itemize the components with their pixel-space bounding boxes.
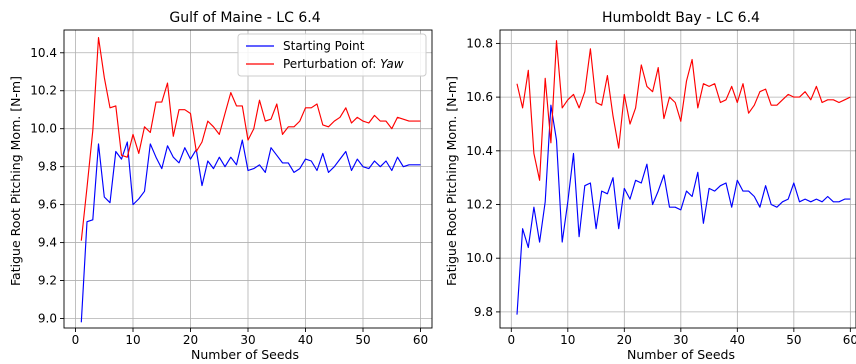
x-tick-label: 60 (843, 333, 856, 347)
x-tick-label: 60 (413, 333, 428, 347)
legend-label-perturbation: Perturbation of: Yaw (283, 57, 404, 71)
x-tick-label: 0 (507, 333, 515, 347)
x-tick-label: 40 (730, 333, 745, 347)
x-tick-label: 10 (560, 333, 575, 347)
x-axis-label: Number of Seeds (191, 347, 299, 362)
legend-label-perturbation-prefix: Perturbation of: (283, 57, 380, 71)
series-line (80, 139, 421, 323)
x-tick-label: 10 (125, 333, 140, 347)
x-tick-label: 50 (786, 333, 801, 347)
y-tick-label: 10.0 (30, 122, 57, 136)
y-tick-label: 10.0 (466, 251, 493, 265)
series-line (516, 104, 851, 315)
y-tick-label: 10.4 (30, 46, 57, 60)
x-tick-label: 20 (617, 333, 632, 347)
series-line (516, 40, 851, 181)
y-tick-label: 9.2 (38, 274, 57, 288)
x-tick-label: 50 (355, 333, 370, 347)
panel-gulf-of-maine: Gulf of Maine - LC 6.4 0 10 20 30 40 50 60 9.0 9… (8, 10, 433, 362)
axes-frame (499, 29, 856, 329)
panel-title: Humboldt Bay - LC 6.4 (602, 10, 760, 26)
panel-humboldt-bay: Humboldt Bay - LC 6.4 0 10 20 30 40 50 60 9.8 10… (444, 10, 856, 362)
y-tick-label: 10.2 (466, 198, 493, 212)
legend-frame (237, 33, 427, 77)
y-tick-label: 9.4 (38, 236, 57, 250)
y-tick-label: 9.0 (38, 312, 57, 326)
y-tick-label: 9.8 (474, 305, 493, 319)
legend: Starting Point Perturbation of: Yaw (237, 33, 427, 77)
y-tick-label: 10.6 (466, 90, 493, 104)
panel-title: Gulf of Maine - LC 6.4 (169, 10, 320, 26)
x-axis-label: Number of Seeds (627, 347, 735, 362)
legend-label-perturbation-italic: Yaw (380, 57, 404, 71)
y-tick-label: 10.2 (30, 84, 57, 98)
legend-label-starting-point: Starting Point (283, 39, 365, 53)
x-tick-label: 40 (298, 333, 313, 347)
x-tick-label: 30 (240, 333, 255, 347)
y-tick-label: 9.6 (38, 198, 57, 212)
y-tick-label: 10.8 (466, 36, 493, 50)
y-tick-label: 10.4 (466, 144, 493, 158)
x-tick-label: 0 (72, 333, 80, 347)
y-axis-label: Fatigue Root Pitching Mom. [N-m] (8, 76, 23, 286)
y-tick-label: 9.8 (38, 160, 57, 174)
x-tick-label: 20 (183, 333, 198, 347)
plot-area: 0 10 20 30 40 50 60 9.0 9.2 9.4 9.6 9.8 10.0 10.2 10.4 (30, 29, 433, 347)
series-line (80, 37, 421, 241)
x-tick-label: 30 (673, 333, 688, 347)
plot-area: 0 10 20 30 40 50 60 9.8 10.0 10.2 10.4 10.6 10.8 (466, 29, 856, 347)
y-axis-label: Fatigue Root Pitching Mom. [N-m] (444, 76, 459, 286)
